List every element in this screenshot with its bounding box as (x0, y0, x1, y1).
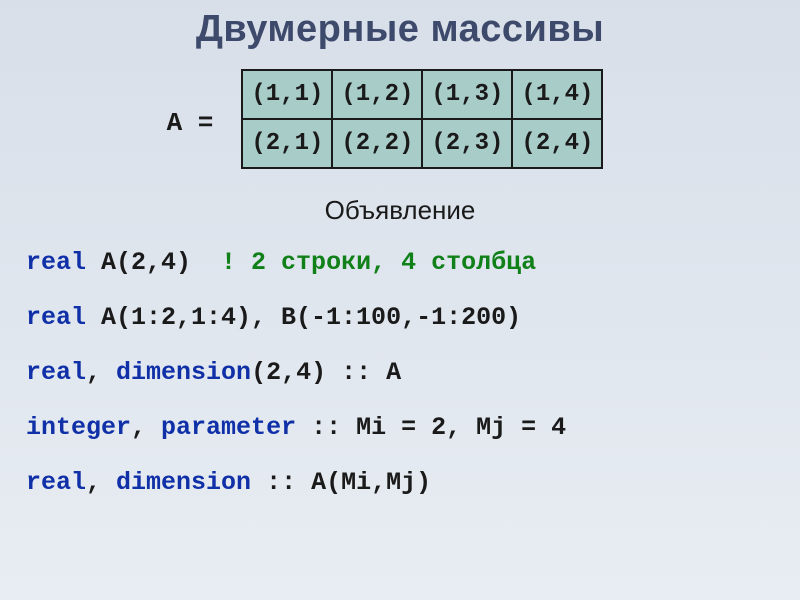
code-text: , (131, 413, 161, 442)
keyword-dimension: dimension (116, 358, 251, 387)
keyword-parameter: parameter (161, 413, 296, 442)
code-text: , (86, 468, 116, 497)
array-cell: (2,2) (332, 119, 422, 168)
array-cell: (1,1) (242, 70, 332, 119)
array-cell: (1,3) (422, 70, 512, 119)
code-line-1: real A(2,4) ! 2 строки, 4 столбца (26, 250, 800, 275)
keyword-real: real (26, 303, 86, 332)
array-cell: (2,4) (512, 119, 602, 168)
code-text: :: A(Mi,Mj) (251, 468, 431, 497)
declaration-subtitle: Объявление (0, 195, 800, 226)
array-cell: (2,3) (422, 119, 512, 168)
keyword-real: real (26, 358, 86, 387)
code-text: (2,4) :: A (251, 358, 401, 387)
array-cell: (1,2) (332, 70, 422, 119)
code-text: :: Mi = 2, Mj = 4 (296, 413, 566, 442)
code-comment: ! 2 строки, 4 столбца (221, 248, 536, 277)
slide-title: Двумерные массивы (0, 0, 800, 51)
code-line-5: real, dimension :: A(Mi,Mj) (26, 470, 800, 495)
table-row: (1,1) (1,2) (1,3) (1,4) (242, 70, 602, 119)
code-line-2: real A(1:2,1:4), B(-1:100,-1:200) (26, 305, 800, 330)
code-block: real A(2,4) ! 2 строки, 4 столбца real A… (26, 250, 800, 495)
keyword-real: real (26, 468, 86, 497)
keyword-real: real (26, 248, 86, 277)
code-text: , (86, 358, 116, 387)
array-cell: (1,4) (512, 70, 602, 119)
keyword-integer: integer (26, 413, 131, 442)
keyword-dimension: dimension (116, 468, 251, 497)
a-equals-label: A = (167, 108, 214, 138)
table-row: (2,1) (2,2) (2,3) (2,4) (242, 119, 602, 168)
code-text: A(1:2,1:4), B(-1:100,-1:200) (86, 303, 521, 332)
array-display-row: A = (1,1) (1,2) (1,3) (1,4) (2,1) (2,2) … (0, 69, 800, 169)
code-line-3: real, dimension(2,4) :: A (26, 360, 800, 385)
code-text: A(2,4) (86, 248, 221, 277)
code-line-4: integer, parameter :: Mi = 2, Mj = 4 (26, 415, 800, 440)
array-table: (1,1) (1,2) (1,3) (1,4) (2,1) (2,2) (2,3… (241, 69, 603, 169)
array-cell: (2,1) (242, 119, 332, 168)
